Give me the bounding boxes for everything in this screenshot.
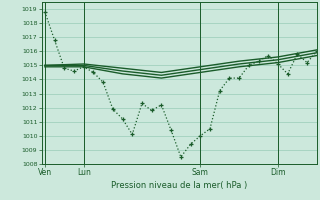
X-axis label: Pression niveau de la mer( hPa ): Pression niveau de la mer( hPa ): [111, 181, 247, 190]
